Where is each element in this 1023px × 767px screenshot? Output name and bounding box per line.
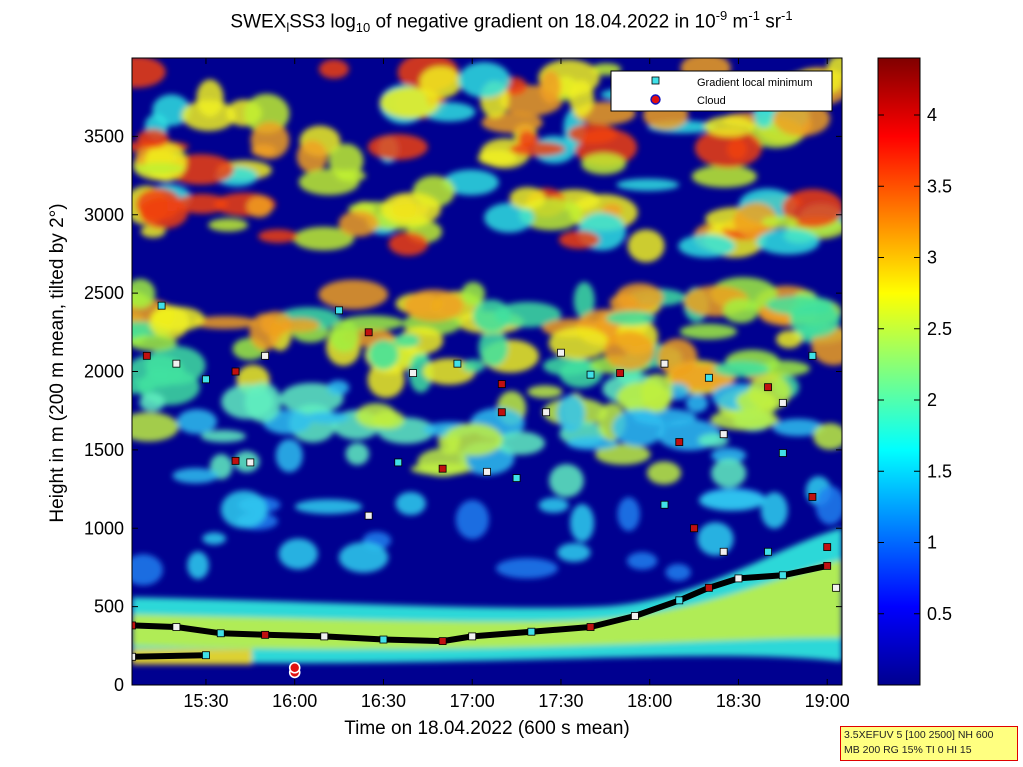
- gradient-minimum-point: [586, 623, 595, 631]
- gradient-minimum-point: [172, 623, 181, 631]
- gradient-minimum-point: [527, 627, 536, 636]
- legend-label-cloud: Cloud: [697, 95, 726, 107]
- x-axis-label: Time on 18.04.2022 (600 s mean): [344, 718, 630, 739]
- gradient-minimum-point: [719, 430, 728, 439]
- colorbar: 0.5 1 1.5 2 2.5 3 3.5 4: [877, 57, 952, 686]
- gradient-minimum-point: [808, 492, 817, 501]
- gradient-minimum-point: [704, 373, 713, 382]
- gradient-minimum-point: [379, 635, 388, 644]
- gradient-minimum-point: [216, 629, 225, 638]
- colorbar-tick-label: 1: [927, 533, 937, 553]
- x-tick-label: 15:30: [183, 691, 228, 711]
- legend-label-gradient: Gradient local minimum: [697, 77, 813, 89]
- colorbar-tick-label: 3: [927, 248, 937, 268]
- gradient-minimum-point: [453, 359, 462, 368]
- gradient-minimum-point: [172, 359, 181, 368]
- gradient-minimum-point: [497, 408, 506, 417]
- colorbar-tick-label: 0.5: [927, 604, 952, 624]
- gradient-minimum-point: [483, 467, 491, 476]
- x-tick-label: 18:00: [627, 691, 672, 711]
- gradient-minimum-point: [438, 464, 447, 473]
- gradient-minimum-point: [320, 632, 329, 641]
- y-tick-label: 3000: [84, 205, 124, 225]
- gradient-minimum-point: [778, 398, 787, 407]
- settings-line-1: 3.5XEFUV 5 [100 2500] NH 600: [844, 729, 994, 741]
- gradient-minimum-point: [675, 596, 684, 605]
- gradient-minimum-point: [823, 561, 832, 570]
- gradient-minimum-point: [157, 301, 166, 310]
- gradient-minimum-point: [778, 449, 787, 457]
- gradient-minimum-point: [512, 474, 521, 482]
- gradient-minimum-point: [132, 652, 136, 661]
- gradient-minimum-point: [778, 571, 787, 580]
- y-tick-label: 0: [114, 675, 124, 695]
- gradient-minimum-point: [631, 612, 639, 620]
- y-tick-label: 2000: [84, 362, 124, 382]
- gradient-minimum-point: [261, 630, 270, 639]
- y-tick-label: 1500: [84, 440, 124, 460]
- gradient-minimum-point: [764, 547, 772, 556]
- y-tick-label: 2500: [84, 283, 124, 303]
- y-tick-label: 3500: [84, 126, 124, 146]
- gradient-minimum-point: [704, 583, 713, 592]
- legend-cloud-marker: [650, 94, 661, 105]
- gradient-minimum-point: [231, 456, 240, 465]
- chart-title: SWEXlSS3 log10 of negative gradient on 1…: [230, 8, 793, 36]
- gradient-minimum-point: [364, 511, 373, 520]
- y-tick-label: 1000: [84, 518, 124, 538]
- gradient-minimum-point: [394, 458, 403, 467]
- y-axis-label: Height in m (200 m mean, tilted by 2°): [47, 203, 68, 523]
- gradient-minimum-point: [660, 500, 669, 509]
- gradient-minimum-point: [438, 637, 447, 646]
- gradient-minimum-point: [690, 524, 698, 533]
- heatmap-plot: [132, 58, 842, 685]
- gradient-minimum-point: [231, 367, 240, 376]
- gradient-minimum-point: [764, 383, 772, 392]
- x-tick-label: 19:00: [805, 691, 850, 711]
- gradient-minimum-point: [586, 370, 595, 379]
- settings-info-box: 3.5XEFUV 5 [100 2500] NH 600 MB 200 RG 1…: [840, 726, 1018, 761]
- x-tick-label: 16:30: [361, 691, 406, 711]
- gradient-minimum-point: [246, 458, 255, 467]
- colorbar-tick-label: 2: [927, 390, 937, 410]
- y-axis: 0 500 1000 1500 2000 2500 3000 3500: [84, 126, 842, 695]
- gradient-minimum-point: [808, 351, 817, 360]
- gradient-minimum-point: [261, 351, 270, 360]
- colorbar-tick-label: 1.5: [927, 461, 952, 481]
- x-tick-label: 16:00: [272, 691, 317, 711]
- gradient-minimum-point: [497, 380, 506, 388]
- gradient-minimum-point: [719, 547, 728, 556]
- gradient-minimum-point: [202, 375, 210, 384]
- gradient-minimum-point: [675, 438, 684, 446]
- gradient-minimum-point: [616, 369, 625, 377]
- gradient-minimum-point: [364, 328, 373, 337]
- y-tick-label: 500: [94, 597, 124, 617]
- x-tick-label: 18:30: [716, 691, 761, 711]
- cloud-point: [288, 661, 301, 674]
- colorbar-tick-label: 3.5: [927, 176, 952, 196]
- gradient-minimum-point: [202, 651, 210, 660]
- x-tick-label: 17:30: [538, 691, 583, 711]
- legend-gradient-marker: [651, 76, 660, 85]
- gradient-minimum-point: [832, 583, 840, 592]
- gradient-minimum-point: [542, 408, 551, 417]
- settings-line-2: MB 200 RG 15% TI 0 HI 15: [844, 744, 972, 756]
- gradient-minimum-point: [409, 369, 417, 377]
- x-tick-label: 17:00: [450, 691, 495, 711]
- gradient-minimum-point: [557, 348, 565, 357]
- gradient-minimum-point: [132, 621, 136, 630]
- gradient-minimum-point: [734, 574, 743, 583]
- gradient-minimum-point: [660, 359, 669, 368]
- colorbar-tick-label: 2.5: [927, 319, 952, 339]
- colorbar-tick-label: 4: [927, 105, 937, 125]
- x-axis: 15:30 16:00 16:30 17:00 17:30 18:00 18:30 19:00: [183, 58, 850, 711]
- gradient-minimum-point: [823, 543, 832, 551]
- gradient-minimum-point: [335, 306, 343, 315]
- gradient-minimum-point: [142, 351, 151, 360]
- gradient-minimum-point: [468, 632, 477, 641]
- legend: Gradient local minimum Cloud: [610, 70, 833, 112]
